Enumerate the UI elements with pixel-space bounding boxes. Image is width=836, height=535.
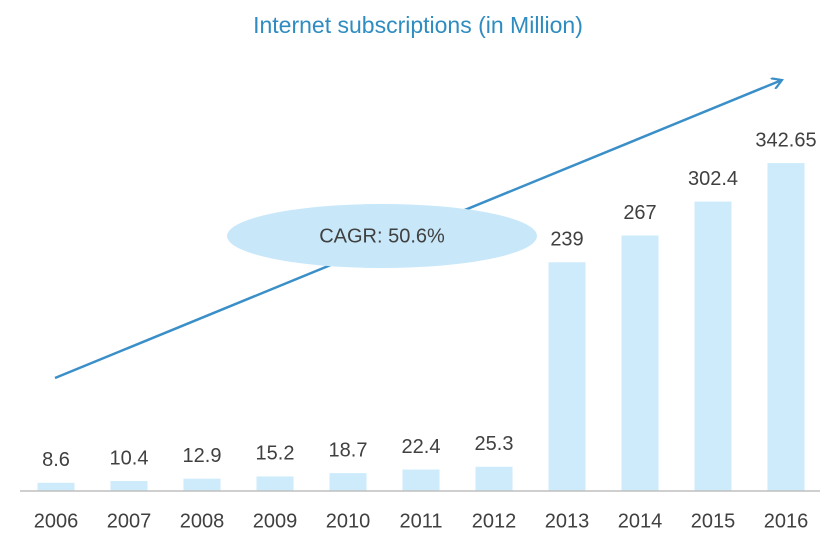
data-label: 25.3 bbox=[475, 433, 514, 455]
x-tick-label: 2011 bbox=[399, 510, 442, 532]
data-label: 10.4 bbox=[110, 447, 149, 469]
x-tick-label: 2006 bbox=[34, 510, 79, 532]
x-tick-label: 2013 bbox=[545, 510, 590, 532]
data-label: 15.2 bbox=[256, 443, 295, 465]
bar bbox=[110, 481, 148, 491]
data-label: 267 bbox=[623, 202, 656, 224]
data-label: 8.6 bbox=[42, 449, 70, 471]
bar bbox=[256, 476, 294, 491]
x-tick-label: 2012 bbox=[472, 510, 517, 532]
bar bbox=[621, 235, 659, 491]
bar bbox=[329, 473, 367, 491]
bar bbox=[402, 469, 440, 491]
bar bbox=[694, 201, 732, 491]
x-tick-label: 2009 bbox=[253, 510, 298, 532]
data-label: 12.9 bbox=[183, 445, 222, 467]
bar bbox=[37, 482, 75, 491]
annotation: CAGR: 50.6% bbox=[319, 225, 445, 247]
x-tick-label: 2010 bbox=[326, 510, 371, 532]
data-label: 239 bbox=[550, 229, 583, 251]
data-label: 18.7 bbox=[329, 439, 368, 461]
data-label: 342.65 bbox=[755, 129, 816, 151]
x-tick-label: 2007 bbox=[107, 510, 152, 532]
bar bbox=[767, 163, 805, 491]
x-tick-label: 2015 bbox=[691, 510, 736, 532]
bar bbox=[548, 262, 586, 491]
x-tick-label: 2016 bbox=[764, 510, 809, 532]
bar bbox=[475, 466, 513, 491]
data-label: 302.4 bbox=[688, 168, 738, 190]
data-label: 22.4 bbox=[402, 436, 441, 458]
bars bbox=[37, 163, 805, 491]
x-tick-label: 2014 bbox=[618, 510, 663, 532]
annotation-bubble bbox=[227, 204, 537, 268]
x-tick-label: 2008 bbox=[180, 510, 225, 532]
chart-title: Internet subscriptions (in Million) bbox=[253, 12, 583, 38]
bar bbox=[183, 478, 221, 491]
